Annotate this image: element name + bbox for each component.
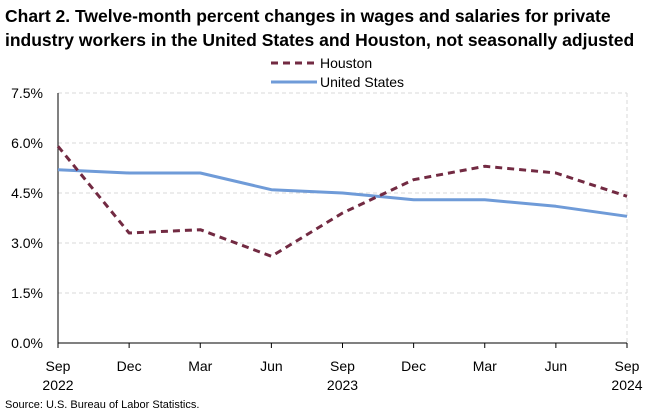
x-tick-label: Mar (188, 358, 212, 374)
chart-title: Chart 2. Twelve-month percent changes in… (5, 4, 660, 52)
x-tick-label: Jun (260, 358, 283, 374)
x-year-label: 2022 (42, 377, 73, 393)
y-tick-label: 7.5% (11, 85, 43, 101)
chart-title-line-1: Chart 2. Twelve-month percent changes in… (5, 6, 611, 26)
united-states-series-line (57, 168, 628, 218)
x-tick-label: Sep (615, 358, 640, 374)
x-tick-label: Jun (545, 358, 568, 374)
y-tick-label: 6.0% (11, 135, 43, 151)
x-tick-label: Dec (401, 358, 426, 374)
x-tick-label: Sep (330, 358, 355, 374)
y-tick-label: 4.5% (11, 185, 43, 201)
y-tick-label: 3.0% (11, 235, 43, 251)
x-tick-label: Sep (46, 358, 71, 374)
united-states-legend-label: United States (320, 74, 404, 90)
houston-legend-label: Houston (320, 55, 372, 71)
chart-title-line-2: industry workers in the United States an… (5, 30, 635, 50)
x-year-label: 2024 (611, 377, 642, 393)
x-tick-label: Dec (117, 358, 142, 374)
x-tick-label: Mar (473, 358, 497, 374)
source-note: Source: U.S. Bureau of Labor Statistics. (5, 399, 200, 411)
y-tick-label: 0.0% (11, 335, 43, 351)
y-tick-label: 1.5% (11, 285, 43, 301)
houston-series-line (56, 145, 628, 258)
x-year-label: 2023 (327, 377, 358, 393)
